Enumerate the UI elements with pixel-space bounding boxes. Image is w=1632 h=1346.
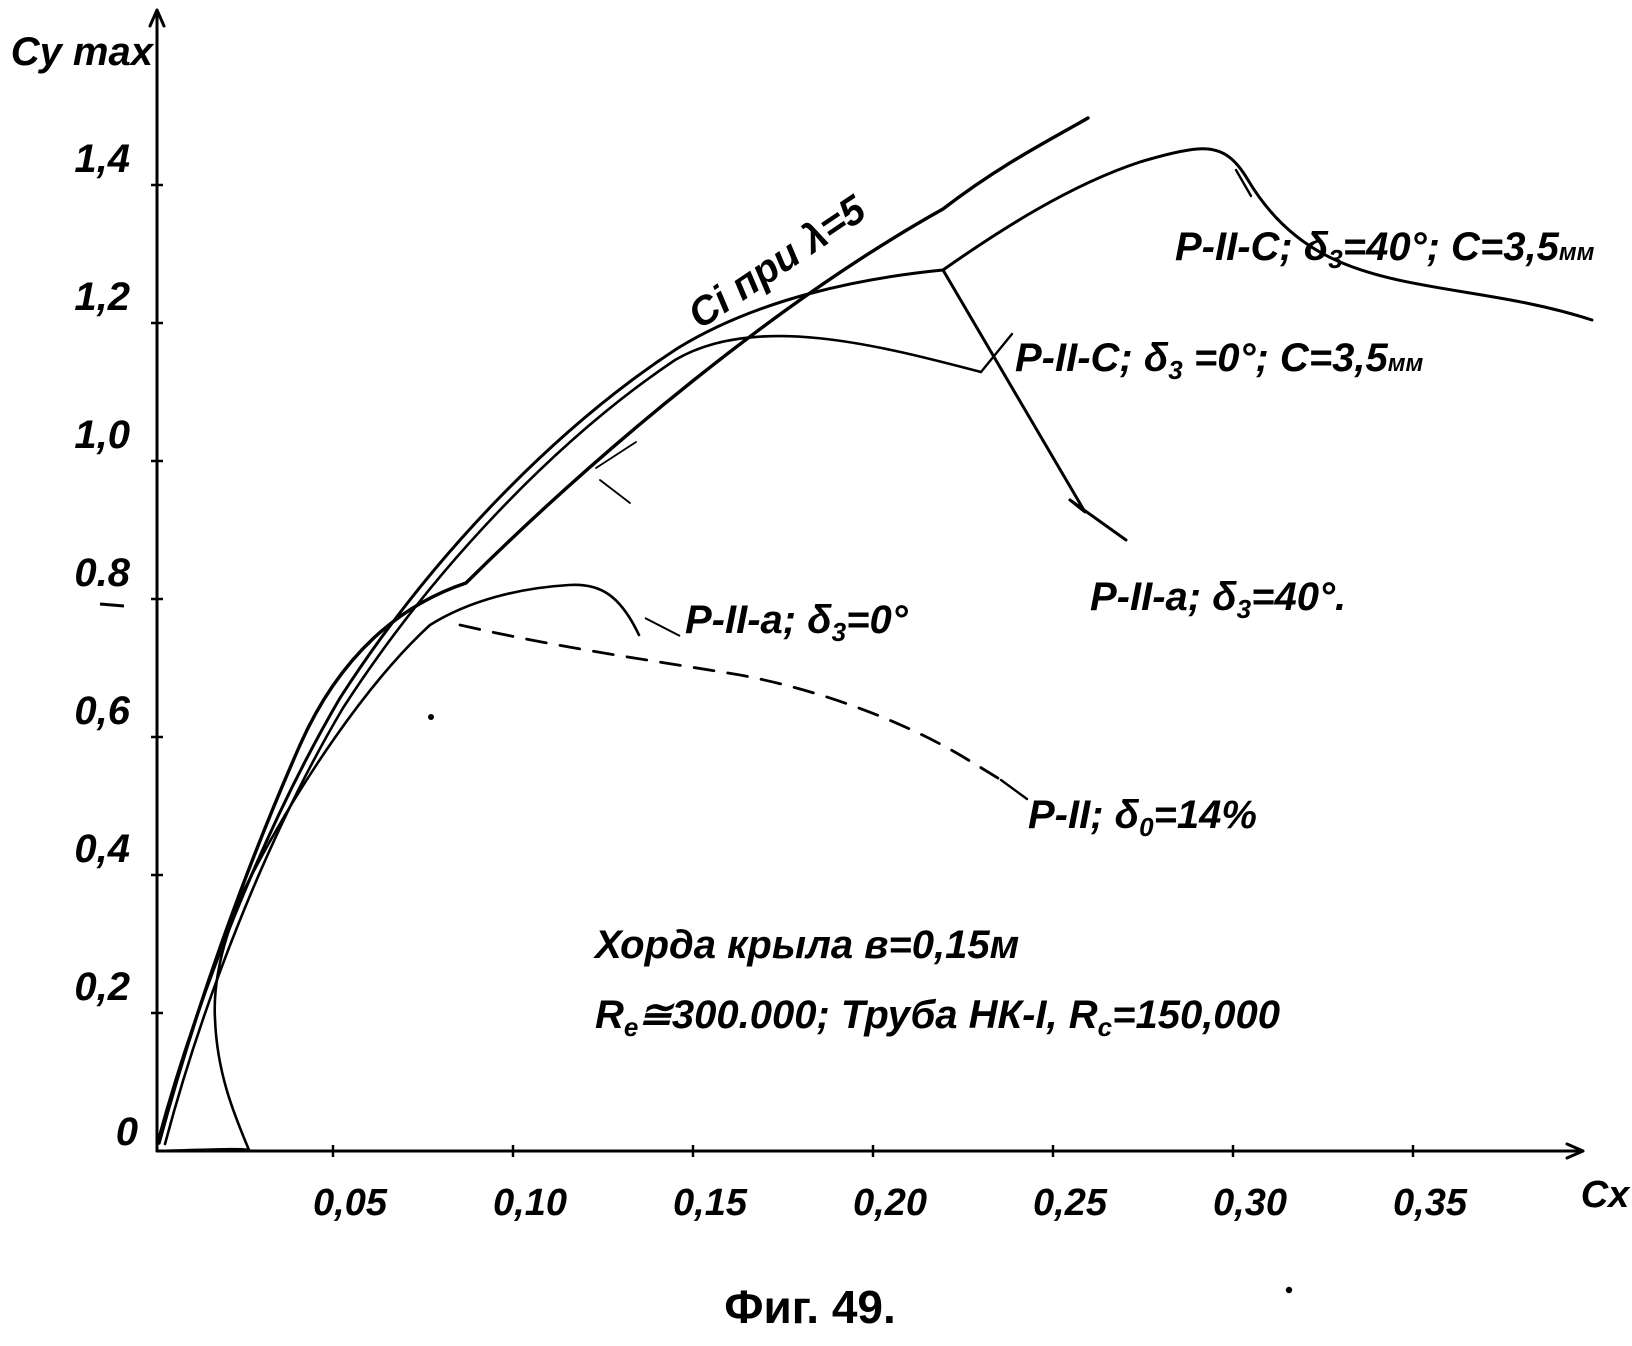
svg-text:0,15: 0,15: [673, 1182, 748, 1224]
svg-text:0,25: 0,25: [1033, 1182, 1108, 1224]
svg-text:Хорда крыла в=0,15м: Хорда крыла в=0,15м: [593, 923, 1019, 967]
svg-text:P-II-a; δ3=0°: P-II-a; δ3=0°: [685, 598, 909, 647]
svg-text:0,30: 0,30: [1213, 1182, 1287, 1224]
svg-text:0: 0: [116, 1110, 138, 1154]
svg-text:Фиг. 49.: Фиг. 49.: [724, 1281, 896, 1333]
svg-text:0,4: 0,4: [74, 827, 130, 871]
svg-text:Rе≅300.000; Труба НК-I, Rс=150: Rе≅300.000; Труба НК-I, Rс=150,000: [595, 993, 1280, 1042]
svg-text:0,2: 0,2: [74, 965, 130, 1009]
svg-text:0,6: 0,6: [74, 689, 130, 733]
svg-text:0,20: 0,20: [853, 1182, 927, 1224]
svg-text:P-II-C; δ3=40°; C=3,5мм: P-II-C; δ3=40°; C=3,5мм: [1175, 225, 1595, 274]
svg-text:Cy max: Cy max: [11, 30, 155, 74]
svg-text:0,10: 0,10: [493, 1182, 567, 1224]
svg-text:Cx: Cx: [1581, 1174, 1631, 1216]
svg-text:1,2: 1,2: [74, 275, 130, 319]
svg-text:1,4: 1,4: [74, 137, 130, 181]
svg-text:P-II-C; δ3 =0°; C=3,5мм: P-II-C; δ3 =0°; C=3,5мм: [1015, 336, 1424, 385]
svg-text:0,35: 0,35: [1393, 1182, 1468, 1224]
svg-text:0.8: 0.8: [74, 551, 130, 595]
svg-text:P-II-a; δ3=40°.: P-II-a; δ3=40°.: [1090, 575, 1346, 624]
svg-text:1,0: 1,0: [74, 413, 130, 457]
svg-text:0,05: 0,05: [313, 1182, 388, 1224]
